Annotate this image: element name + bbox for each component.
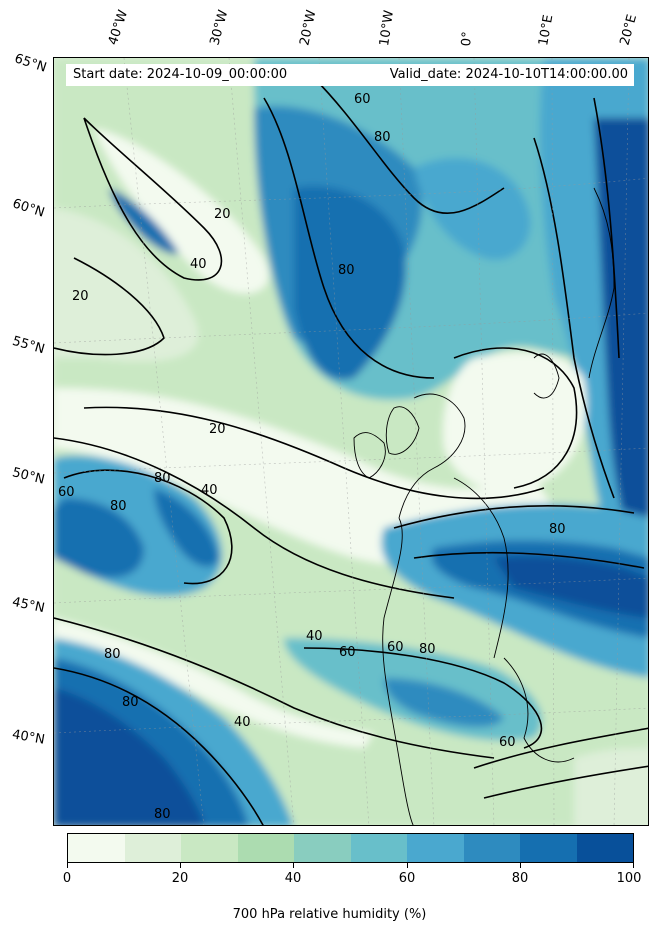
- graticule: [54, 58, 648, 825]
- contour-label: 60: [354, 92, 371, 107]
- colorbar-tick: [520, 863, 521, 868]
- date-info-bar: Start date: 2024-10-09_00:00:00 Valid_da…: [66, 64, 634, 86]
- colorbar-segment-6: [407, 834, 464, 862]
- colorbar-tick-label: 0: [62, 871, 72, 886]
- lat-label-65n: 65°N: [12, 51, 49, 76]
- contour-label: 80: [549, 522, 566, 537]
- contour-label: 80: [122, 695, 139, 710]
- lat-label-60n: 60°N: [10, 196, 47, 221]
- contour-label-layer: 20 20 20 40 40 40 40 60 60 60 60 60 80 8…: [58, 92, 566, 822]
- colorbar-tick: [633, 863, 634, 868]
- contour-label: 80: [419, 642, 436, 657]
- contour-label: 80: [154, 807, 171, 822]
- colorbar-segment-9: [576, 834, 633, 862]
- contour-label: 40: [201, 483, 218, 498]
- colorbar-tick-label: 80: [511, 871, 529, 886]
- contour-label: 20: [72, 289, 89, 304]
- lon-label-20e: 20°E: [617, 12, 641, 48]
- contour-lines: [54, 77, 648, 825]
- contour-label: 80: [154, 471, 171, 486]
- colorbar-segment-2: [181, 834, 238, 862]
- contour-label: 40: [234, 715, 251, 730]
- colorbar-tick: [180, 863, 181, 868]
- contour-label: 60: [499, 735, 516, 750]
- colorbar-segment-1: [124, 834, 181, 862]
- colorbar-segment-4: [294, 834, 351, 862]
- lon-label-40w: 40°W: [105, 8, 132, 47]
- lon-label-20w: 20°W: [297, 8, 320, 47]
- contour-label: 40: [306, 629, 323, 644]
- contour-label: 20: [214, 207, 231, 222]
- contour-label: 80: [104, 647, 121, 662]
- colorbar-segment-5: [350, 834, 407, 862]
- valid-date-label: Valid_date: 2024-10-10T14:00:00.00: [389, 67, 628, 82]
- colorbar-tick-label: 100: [616, 871, 642, 886]
- colorbar-tick-label: 40: [284, 871, 302, 886]
- contour-label: 40: [190, 257, 207, 272]
- contour-label: 60: [58, 485, 75, 500]
- colorbar-segment-3: [237, 834, 294, 862]
- colorbar-segment-8: [520, 834, 577, 862]
- lat-label-55n: 55°N: [10, 333, 47, 358]
- map-canvas: 20 20 20 40 40 40 40 60 60 60 60 60 80 8…: [54, 58, 648, 825]
- colorbar-segment-7: [463, 834, 520, 862]
- lat-label-45n: 45°N: [10, 594, 46, 617]
- lon-label-30w: 30°W: [207, 8, 232, 47]
- contour-label: 80: [338, 263, 355, 278]
- lon-label-0: 0°: [459, 30, 476, 47]
- contour-label: 20: [209, 422, 226, 437]
- colorbar-tick-label: 20: [171, 871, 189, 886]
- coastlines: [353, 187, 615, 825]
- colorbar-tick-label: 60: [398, 871, 416, 886]
- colorbar: [67, 833, 634, 863]
- contour-label: 60: [387, 640, 404, 655]
- start-date-label: Start date: 2024-10-09_00:00:00: [73, 67, 288, 82]
- colorbar-segment-0: [68, 834, 125, 862]
- colorbar-tick: [67, 863, 68, 868]
- lat-label-50n: 50°N: [10, 465, 47, 488]
- lon-label-10w: 10°W: [377, 9, 397, 47]
- humidity-fill-layer: [54, 58, 648, 825]
- contour-label: 80: [110, 499, 127, 514]
- contour-label: 80: [374, 130, 391, 145]
- contour-label: 60: [339, 645, 356, 660]
- lon-label-10e: 10°E: [536, 13, 557, 47]
- lat-label-40n: 40°N: [10, 727, 46, 748]
- humidity-map[interactable]: 20 20 20 40 40 40 40 60 60 60 60 60 80 8…: [53, 57, 649, 826]
- colorbar-tick: [293, 863, 294, 868]
- colorbar-tick: [407, 863, 408, 868]
- colorbar-title: 700 hPa relative humidity (%): [232, 907, 427, 922]
